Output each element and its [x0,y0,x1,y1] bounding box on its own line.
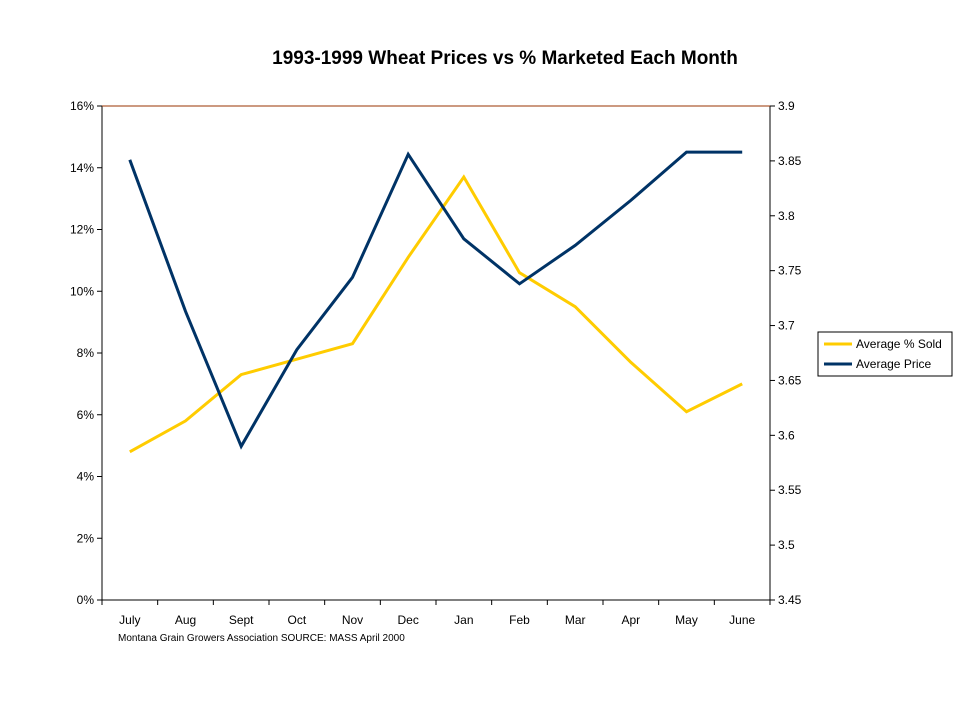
x-tick-label: Apr [621,613,640,627]
left-tick-label: 2% [77,531,95,545]
right-tick-label: 3.9 [778,99,795,113]
left-tick-label: 12% [70,223,94,237]
series-line-average-sold [129,174,743,454]
left-tick-label: 4% [77,470,95,484]
x-tick-label: June [729,613,755,627]
right-tick-label: 3.6 [778,428,795,442]
x-tick-label: Feb [509,613,530,627]
legend-label: Average % Sold [856,337,942,351]
left-tick-label: 6% [77,408,95,422]
right-tick-label: 3.65 [778,373,802,387]
x-tick-label: Nov [342,613,363,627]
right-tick-label: 3.85 [778,154,802,168]
x-tick-label: Sept [229,613,254,627]
source-note: Montana Grain Growers Association SOURCE… [118,633,405,644]
right-tick-label: 3.45 [778,593,802,607]
x-tick-label: Aug [175,613,196,627]
right-tick-label: 3.55 [778,483,802,497]
left-tick-label: 10% [70,284,94,298]
legend: Average % Sold Average Price [817,331,953,377]
legend-box [817,331,953,377]
left-tick-label: 16% [70,99,94,113]
right-tick-label: 3.8 [778,209,795,223]
chart-title: 1993-1999 Wheat Prices vs % Marketed Eac… [272,48,738,69]
series-line-average-price [128,150,743,450]
x-tick-label: July [119,613,140,627]
x-tick-label: Jan [454,613,473,627]
x-tick-label: Dec [397,613,418,627]
x-tick-label: Oct [287,613,306,627]
left-tick-label: 0% [77,593,95,607]
x-tick-label: Mar [565,613,586,627]
left-tick-label: 8% [77,346,95,360]
right-tick-label: 3.7 [778,319,795,333]
right-tick-label: 3.5 [778,538,795,552]
x-tick-label: May [675,613,698,627]
legend-label: Average Price [856,357,931,371]
plot-area: 0% 2% 4% 6% 8% 10% 12% 14% 16% 3.45 3.5 3.55 3.6 3.65… [70,99,802,627]
right-tick-label: 3.75 [778,264,802,278]
left-tick-label: 14% [70,161,94,175]
